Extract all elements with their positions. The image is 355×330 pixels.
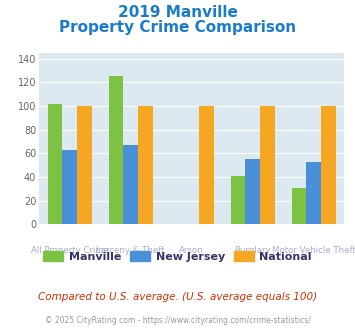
Bar [260,106,275,224]
Text: Compared to U.S. average. (U.S. average equals 100): Compared to U.S. average. (U.S. average … [38,292,317,302]
Bar [231,176,245,224]
Text: Property Crime Comparison: Property Crime Comparison [59,20,296,35]
Text: All Property Crime: All Property Crime [31,246,109,255]
Bar [321,106,336,224]
Text: Larceny & Theft: Larceny & Theft [96,246,165,255]
Bar [109,77,123,224]
Text: 2019 Manville: 2019 Manville [118,5,237,20]
Text: Motor Vehicle Theft: Motor Vehicle Theft [272,246,355,255]
Bar [77,106,92,224]
Bar [306,162,321,224]
Bar [138,106,153,224]
Text: © 2025 CityRating.com - https://www.cityrating.com/crime-statistics/: © 2025 CityRating.com - https://www.city… [45,316,310,325]
Bar [245,159,260,224]
Bar [123,145,138,224]
Text: Burglary: Burglary [234,246,271,255]
Bar [48,104,62,224]
Bar [292,188,306,224]
Legend: Manville, New Jersey, National: Manville, New Jersey, National [39,247,316,267]
Bar [199,106,214,224]
Text: Arson: Arson [179,246,204,255]
Bar [62,150,77,224]
